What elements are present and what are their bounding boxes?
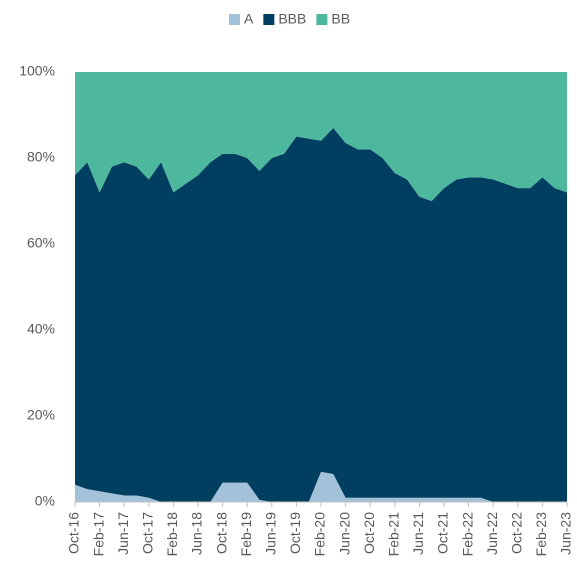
legend-label: BB <box>331 11 350 27</box>
x-tick-label: Oct-17 <box>140 512 156 554</box>
x-tick-label: Oct-18 <box>213 512 229 554</box>
x-tick-label: Jun-19 <box>263 512 279 555</box>
x-tick-label: Jun-20 <box>336 512 352 555</box>
x-tick-label: Feb-18 <box>164 512 180 557</box>
area <box>75 127 567 503</box>
legend-label: BBB <box>278 11 306 27</box>
area <box>75 72 567 201</box>
x-tick-label: Feb-17 <box>90 512 106 557</box>
y-tick-label: 40% <box>27 321 55 337</box>
x-tick-label: Jun-23 <box>558 512 574 555</box>
y-tick-label: 20% <box>27 407 55 423</box>
x-tick-label: Feb-19 <box>238 512 254 557</box>
x-tick-label: Feb-21 <box>386 512 402 557</box>
x-tick-label: Jun-22 <box>484 512 500 555</box>
y-tick-label: 100% <box>19 63 55 79</box>
x-tick-label: Oct-16 <box>66 512 82 554</box>
x-tick-label: Jun-21 <box>410 512 426 555</box>
y-tick-label: 80% <box>27 149 55 165</box>
x-tick-label: Oct-22 <box>509 512 525 554</box>
legend-swatch <box>229 14 240 25</box>
legend-label: A <box>244 11 254 27</box>
x-tick-label: Jun-18 <box>189 512 205 555</box>
legend-swatch <box>263 14 275 25</box>
x-tick-label: Jun-17 <box>115 512 131 555</box>
x-tick-label: Feb-22 <box>459 512 475 557</box>
x-tick-label: Oct-20 <box>361 512 377 554</box>
y-tick-label: 0% <box>35 493 55 509</box>
x-tick-label: Oct-19 <box>287 512 303 554</box>
x-tick-label: Feb-20 <box>312 512 328 557</box>
y-tick-label: 60% <box>27 235 55 251</box>
x-tick-label: Feb-23 <box>533 512 549 557</box>
area <box>75 471 567 502</box>
x-tick-label: Oct-21 <box>435 512 451 554</box>
legend-swatch <box>316 14 328 25</box>
